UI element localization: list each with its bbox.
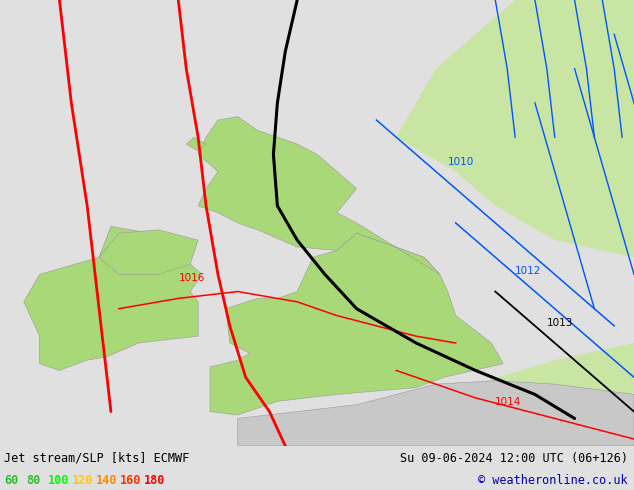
Polygon shape (238, 381, 634, 446)
Text: 120: 120 (72, 474, 93, 487)
Text: 1014: 1014 (495, 397, 522, 407)
Text: Su 09-06-2024 12:00 UTC (06+126): Su 09-06-2024 12:00 UTC (06+126) (400, 452, 628, 465)
Polygon shape (396, 0, 634, 257)
Text: 1013: 1013 (547, 318, 573, 328)
Polygon shape (99, 230, 198, 274)
Text: Jet stream/SLP [kts] ECMWF: Jet stream/SLP [kts] ECMWF (4, 452, 190, 465)
Text: 160: 160 (120, 474, 141, 487)
Text: 1010: 1010 (448, 157, 474, 167)
Text: 100: 100 (48, 474, 69, 487)
Polygon shape (186, 137, 206, 151)
Text: 1016: 1016 (178, 273, 205, 283)
Text: 140: 140 (96, 474, 117, 487)
Text: 180: 180 (144, 474, 165, 487)
Text: 60: 60 (4, 474, 18, 487)
Polygon shape (23, 226, 202, 370)
Text: 1012: 1012 (515, 267, 541, 276)
Text: © weatheronline.co.uk: © weatheronline.co.uk (479, 474, 628, 487)
Polygon shape (210, 233, 503, 415)
Text: 80: 80 (26, 474, 40, 487)
Polygon shape (416, 343, 634, 446)
Polygon shape (198, 117, 440, 274)
